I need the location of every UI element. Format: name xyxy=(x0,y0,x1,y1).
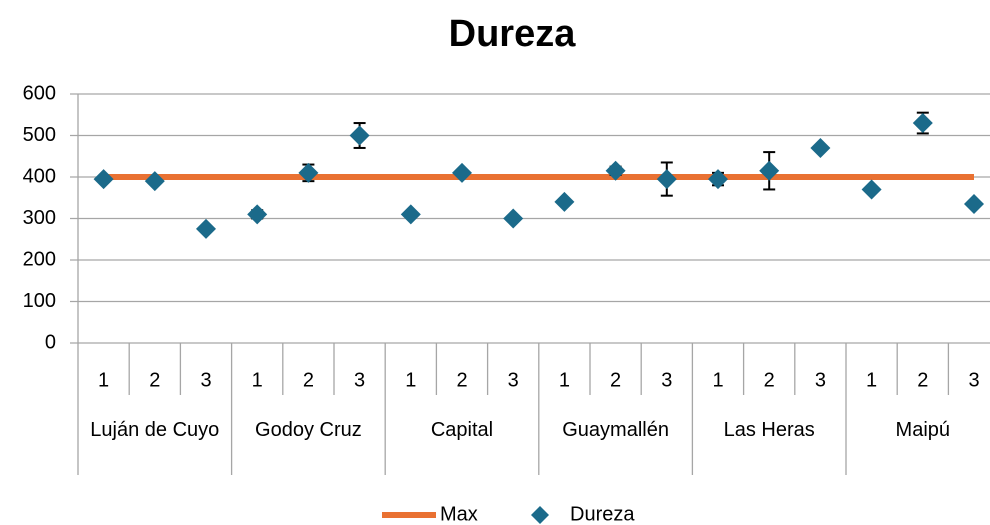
x-tick-label: 3 xyxy=(508,369,519,391)
group-label: Godoy Cruz xyxy=(255,419,362,441)
diamond-marker xyxy=(349,125,370,146)
diamond-marker xyxy=(656,169,677,190)
x-tick-label: 2 xyxy=(303,369,314,391)
group-label: Capital xyxy=(430,419,494,441)
diamond-marker xyxy=(861,179,882,200)
diamond-marker xyxy=(298,162,319,183)
x-tick-label: 2 xyxy=(764,369,775,391)
group-label: Maipú xyxy=(895,419,951,441)
x-tick-label: 1 xyxy=(405,369,416,391)
x-tick-label: 3 xyxy=(354,369,365,391)
diamond-marker xyxy=(247,204,268,225)
diamond-marker xyxy=(554,191,575,212)
x-tick-label: 2 xyxy=(456,369,467,391)
diamond-marker xyxy=(144,171,165,192)
x-tick-label: 3 xyxy=(968,369,979,391)
y-tick-label: 400 xyxy=(23,165,56,187)
x-tick-label: 1 xyxy=(559,369,570,391)
legend-label: Max xyxy=(440,503,478,525)
diamond-marker xyxy=(452,162,472,183)
diamond-marker xyxy=(708,169,728,190)
diamond-marker xyxy=(810,137,831,158)
x-tick-label: 3 xyxy=(661,369,672,391)
x-tick-label: 2 xyxy=(917,369,928,391)
chart-title: Dureza xyxy=(449,13,577,55)
y-tick-label: 600 xyxy=(23,82,56,104)
diamond-marker xyxy=(400,204,421,225)
legend-marker xyxy=(531,506,549,524)
x-tick-label: 3 xyxy=(200,369,211,391)
y-tick-label: 0 xyxy=(45,331,56,353)
diamond-marker xyxy=(759,160,780,181)
x-tick-label: 1 xyxy=(252,369,263,391)
x-tick-label: 2 xyxy=(610,369,621,391)
x-tick-label: 2 xyxy=(149,369,160,391)
y-tick-label: 200 xyxy=(23,248,56,270)
y-tick-label: 300 xyxy=(23,207,56,229)
group-label: Las Heras xyxy=(723,419,815,441)
x-tick-label: 1 xyxy=(712,369,723,391)
diamond-marker xyxy=(964,193,984,214)
group-label: Luján de Cuyo xyxy=(90,419,220,441)
y-tick-label: 100 xyxy=(23,290,56,312)
group-label: Guaymallén xyxy=(562,419,669,441)
x-tick-label: 1 xyxy=(98,369,109,391)
x-tick-label: 1 xyxy=(866,369,877,391)
legend-label: Dureza xyxy=(570,503,635,525)
diamond-marker xyxy=(196,218,216,239)
diamond-marker xyxy=(912,113,933,134)
diamond-marker xyxy=(93,169,114,190)
x-tick-label: 3 xyxy=(815,369,826,391)
y-tick-label: 500 xyxy=(23,124,56,146)
diamond-marker xyxy=(503,208,524,229)
diamond-marker xyxy=(605,160,626,181)
